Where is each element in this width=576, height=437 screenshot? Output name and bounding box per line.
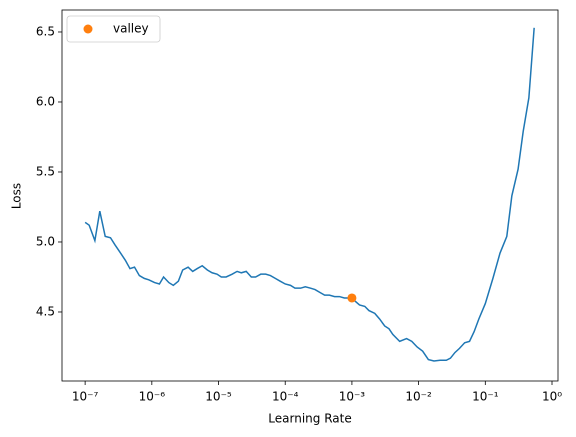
y-tick-label: 6.0 [36, 94, 55, 108]
x-axis-label: Learning Rate [268, 412, 351, 426]
y-tick-label: 5.5 [36, 164, 55, 178]
y-axis-label: Loss [10, 183, 24, 209]
loss-line [84, 27, 535, 362]
legend-label: valley [113, 22, 149, 36]
plot-frame [61, 9, 559, 382]
y-tick-label: 6.5 [36, 24, 55, 38]
x-tick-label: 10⁻¹ [472, 390, 499, 404]
x-tick-label: 10⁻⁷ [72, 390, 99, 404]
x-tick-label: 10⁻⁴ [272, 390, 299, 404]
x-tick-label: 10⁻² [405, 390, 432, 404]
legend-marker [83, 24, 93, 34]
y-tick-label: 4.5 [36, 304, 55, 318]
x-tick-label: 10⁻⁶ [139, 390, 166, 404]
legend-box [66, 15, 161, 43]
valley-point [347, 293, 357, 303]
x-tick-label: 10⁻³ [339, 390, 366, 404]
x-tick-label: 10⁻⁵ [205, 390, 232, 404]
y-tick-label: 5.0 [36, 234, 55, 248]
x-tick-label: 10⁰ [542, 390, 562, 404]
